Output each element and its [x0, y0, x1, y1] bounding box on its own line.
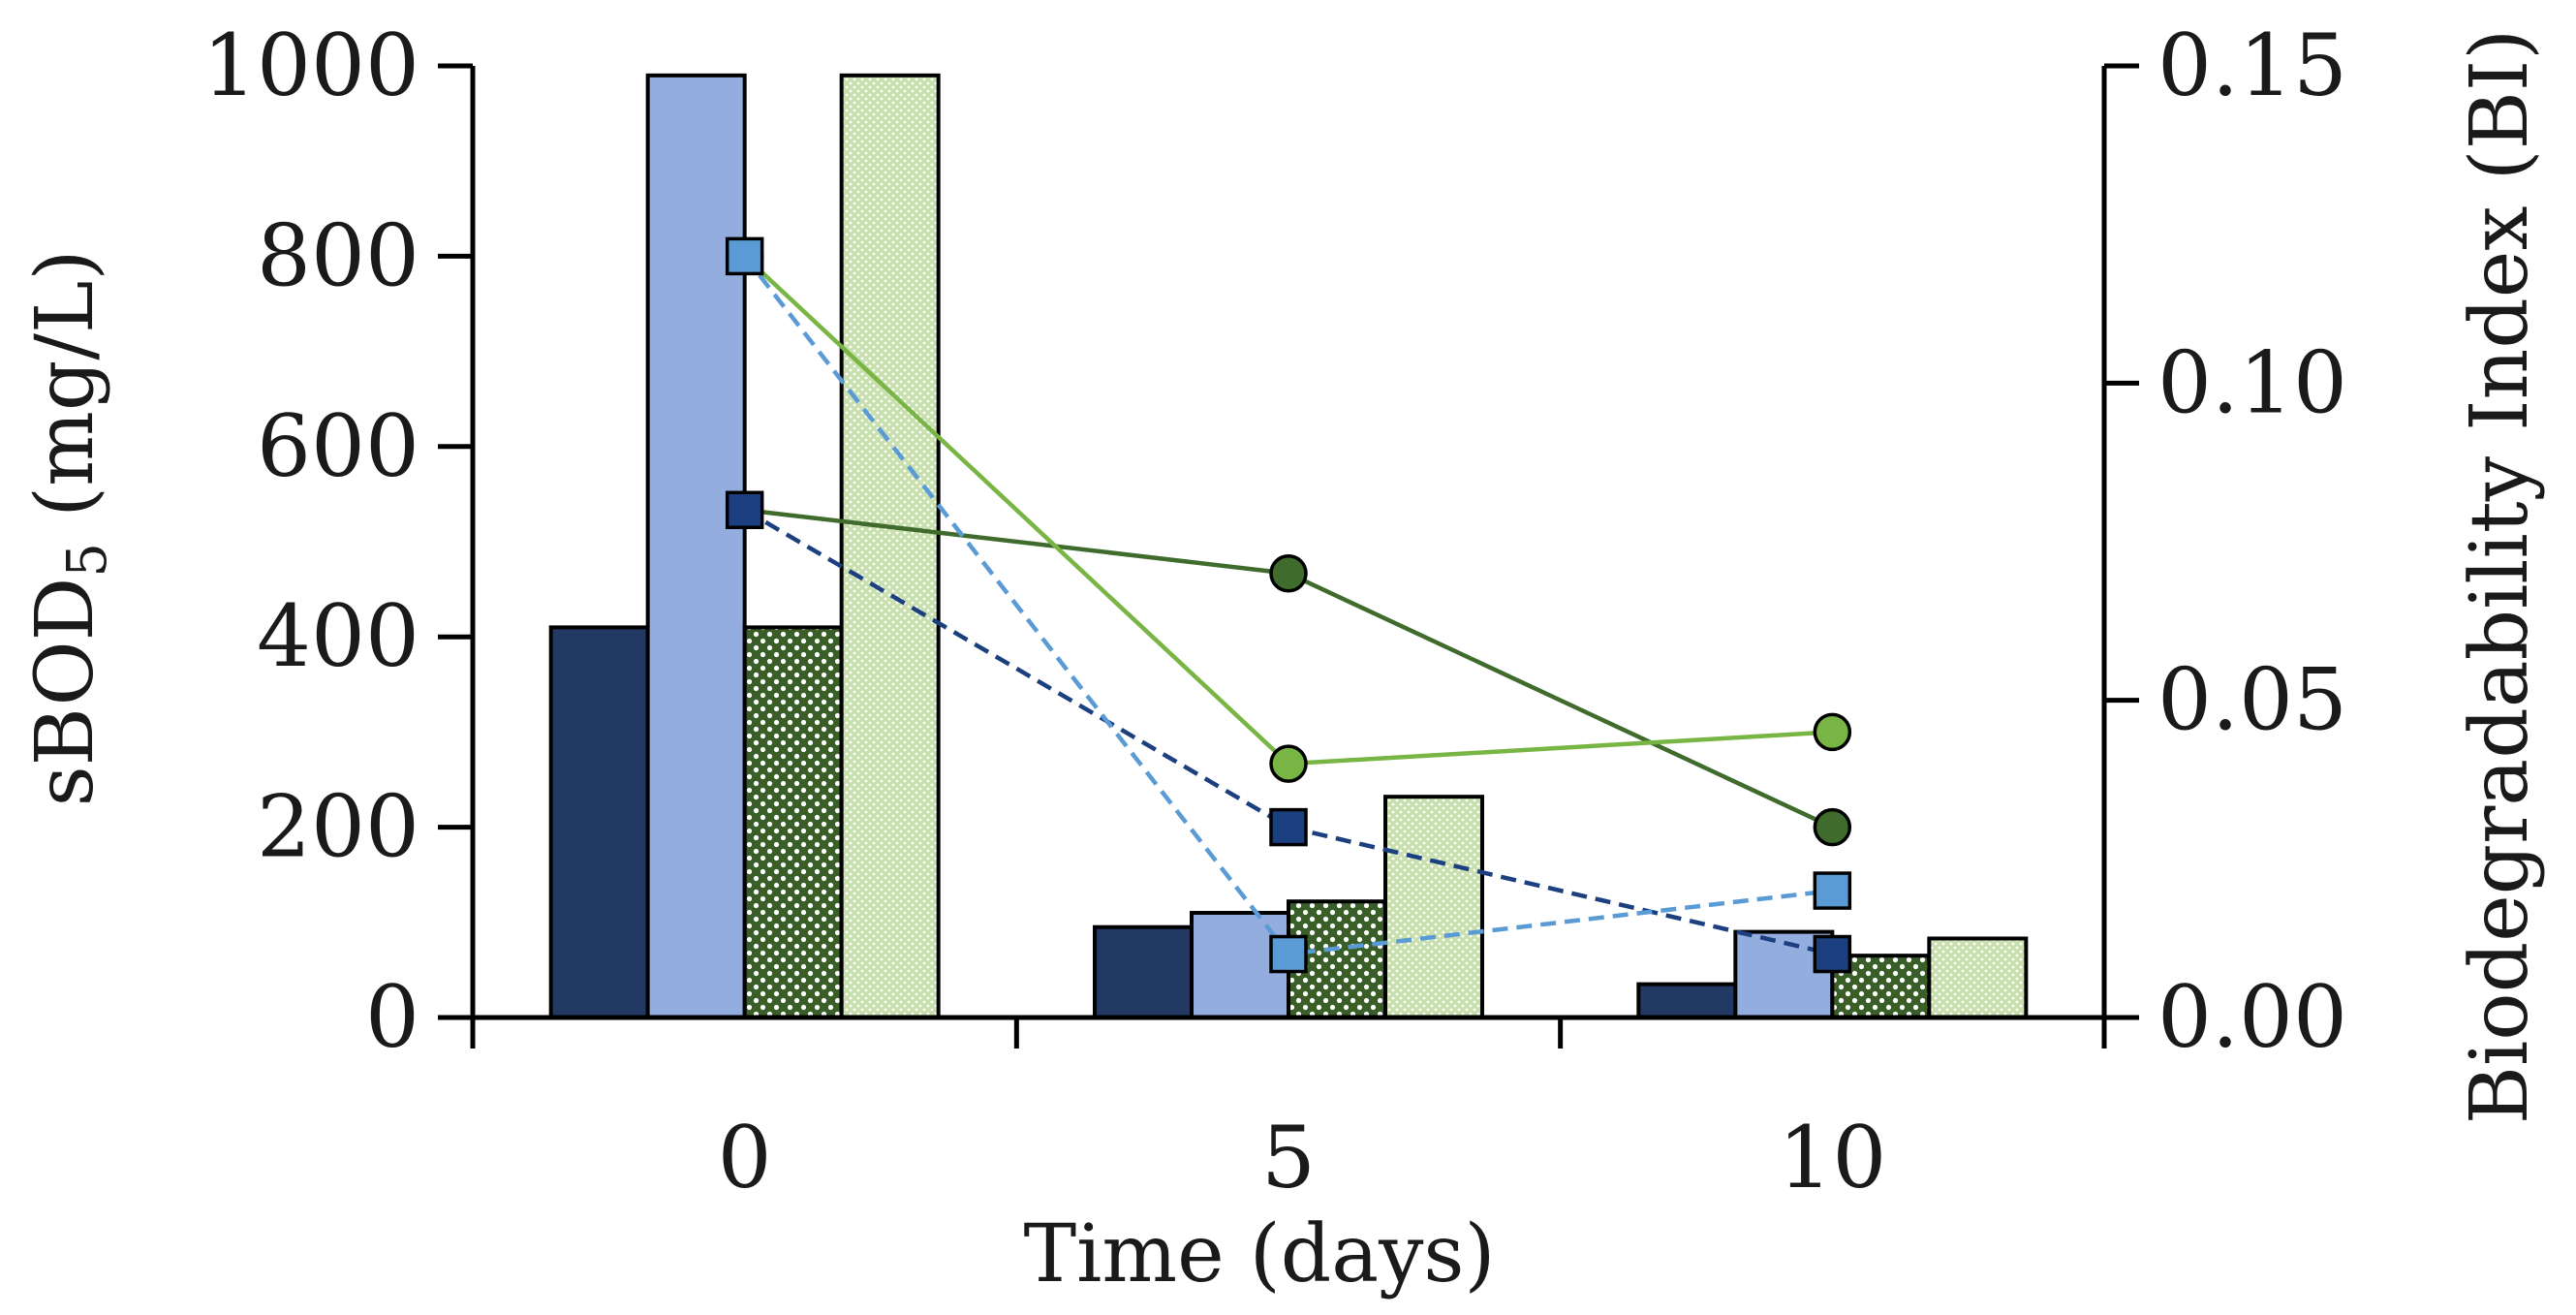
bar-s4-5	[1383, 795, 1484, 1020]
bar-s1-10	[1636, 982, 1738, 1020]
line-3-marker-10	[1813, 934, 1852, 974]
y-tick-label-600: 600	[257, 396, 419, 496]
x-axis-title: Time (days)	[1023, 1208, 1495, 1300]
line-2-marker-5	[1269, 744, 1308, 783]
line-4-marker-5	[1269, 934, 1308, 974]
line-1-marker-5	[1269, 553, 1308, 593]
bar-s4-10	[1927, 936, 2029, 1020]
y2-axis-title: Biodegradability Index (BI)	[2454, 29, 2546, 1125]
y2-tick-label-0.00: 0.00	[2157, 967, 2347, 1067]
line-4-marker-10	[1813, 871, 1852, 910]
y2-tick-label-0.05: 0.05	[2157, 650, 2347, 750]
bar-s1-5	[1093, 924, 1194, 1020]
x-tick-label-5: 5	[1261, 1108, 1316, 1207]
line-2-marker-10	[1813, 712, 1852, 752]
y-tick-label-1000: 1000	[202, 16, 419, 115]
axes-layer: 0 200 400 600 800 1000 0.00 0.05 0.10 0.15 0 5 10	[202, 16, 2347, 1207]
x-tick-label-0: 0	[718, 1108, 772, 1207]
y2-tick-label-0.10: 0.10	[2157, 332, 2347, 432]
y-tick-label-400: 400	[257, 586, 419, 686]
bar-s1-0	[548, 625, 650, 1019]
bar-s3-0	[742, 625, 844, 1019]
bar-s4-0	[839, 73, 941, 1019]
line-3-marker-0	[725, 490, 764, 530]
bars-layer	[548, 73, 2029, 1020]
y2-tick-label-0.15: 0.15	[2157, 16, 2347, 115]
line-3-marker-5	[1269, 807, 1308, 847]
y-axis-title: sBOD5 (mg/L)	[19, 250, 119, 807]
y-tick-label-800: 800	[257, 205, 419, 305]
lines-layer	[725, 236, 1852, 974]
line-4-marker-0	[725, 236, 764, 276]
line-1-marker-10	[1813, 807, 1852, 847]
x-tick-label-10: 10	[1778, 1108, 1886, 1207]
bar-s2-0	[645, 73, 747, 1019]
y-tick-label-200: 200	[257, 777, 419, 877]
y-tick-label-0: 0	[365, 967, 419, 1067]
